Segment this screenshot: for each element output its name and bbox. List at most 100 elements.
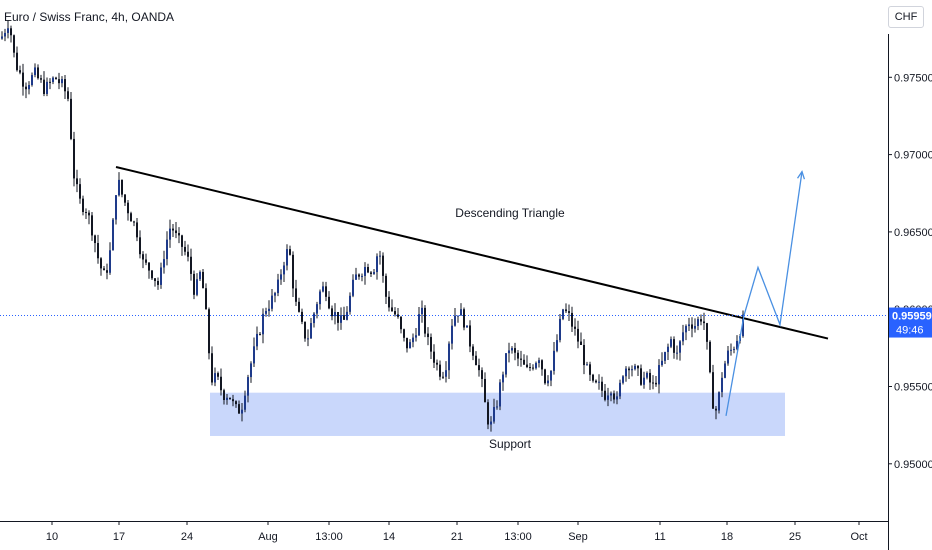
candle [478, 358, 480, 377]
candle-body [307, 338, 309, 340]
candle [430, 333, 432, 359]
candle-body [4, 32, 6, 37]
candle-body [529, 367, 531, 369]
candle [103, 265, 105, 271]
candle [7, 20, 9, 39]
candle-body [709, 341, 711, 373]
candle-body [622, 376, 624, 383]
candle [397, 307, 399, 319]
candle [418, 307, 420, 337]
candle [544, 368, 546, 385]
candle [466, 325, 468, 328]
candle-body [271, 295, 273, 309]
candle [562, 308, 564, 321]
candle-body [193, 273, 195, 295]
projection-arrowhead [796, 170, 806, 180]
candle-body [127, 202, 129, 214]
candle [535, 361, 537, 370]
candle-body [331, 308, 333, 317]
candle [25, 82, 27, 99]
candle-body [385, 275, 387, 297]
candle [280, 269, 282, 285]
candle [496, 400, 498, 410]
candle-body [55, 77, 57, 80]
candle [358, 273, 360, 280]
x-tick-label: 13:00 [504, 531, 532, 543]
axes-layer: 0.975000.970000.965000.960000.955000.950… [0, 34, 932, 550]
candle [700, 314, 702, 326]
candle [706, 322, 708, 350]
x-tick-label: Sep [568, 531, 588, 543]
candle-body [415, 335, 417, 338]
candle-body [391, 307, 393, 312]
candle [406, 337, 408, 353]
candle [559, 314, 561, 343]
candle-body [229, 397, 231, 400]
candle-body [604, 390, 606, 400]
candle [241, 402, 243, 422]
candle-body [70, 98, 72, 139]
y-tick-label: 0.95500 [894, 381, 932, 393]
candle [70, 91, 72, 141]
candle [490, 416, 492, 432]
candle-body [316, 304, 318, 314]
candle-body [478, 365, 480, 371]
candle-body [520, 358, 522, 360]
candle [361, 273, 363, 282]
candle-body [433, 351, 435, 363]
candle [451, 318, 453, 350]
candle-body [160, 267, 162, 285]
candle [37, 64, 39, 80]
candle-body [448, 343, 450, 371]
y-tick-label: 0.95000 [894, 459, 932, 471]
candle [295, 279, 297, 306]
candle [205, 283, 207, 310]
y-tick-label: 0.96500 [894, 227, 932, 239]
candle-body [178, 233, 180, 236]
candle [625, 366, 627, 382]
candle-body [73, 138, 75, 179]
candle-body [214, 373, 216, 383]
candle [253, 337, 255, 367]
candle-body [262, 313, 264, 335]
candle [1, 31, 3, 40]
candle-body [409, 342, 411, 349]
candle [727, 346, 729, 366]
currency-selector[interactable]: CHF [888, 6, 924, 28]
candle-body [208, 309, 210, 354]
candle [541, 359, 543, 376]
candle [718, 391, 720, 414]
candle-body [172, 228, 174, 231]
candle [649, 369, 651, 390]
candle-body [301, 311, 303, 322]
candle-body [328, 296, 330, 309]
candle-body [355, 274, 357, 280]
candle-body [292, 254, 294, 289]
candle [709, 340, 711, 374]
candle [409, 339, 411, 349]
candle [472, 344, 474, 361]
candle [574, 318, 576, 336]
candle-body [541, 360, 543, 370]
candle-body [274, 293, 276, 296]
candle-body [379, 255, 381, 257]
candle [331, 305, 333, 321]
candle-body [736, 340, 738, 349]
candle-body [112, 219, 114, 251]
candle [688, 317, 690, 332]
candle-body [247, 377, 249, 396]
candle [424, 305, 426, 338]
candle [196, 273, 198, 297]
candle [337, 311, 339, 331]
candle-body [469, 325, 471, 347]
candle [343, 306, 345, 320]
candle-body [718, 392, 720, 411]
candle-body [715, 408, 717, 411]
candle [610, 391, 612, 402]
candle-body [535, 363, 537, 369]
candle [82, 195, 84, 216]
candle-body [460, 309, 462, 316]
candle [313, 312, 315, 328]
labels-layer: Euro / Swiss Franc, 4h, OANDA Descending… [4, 10, 565, 451]
